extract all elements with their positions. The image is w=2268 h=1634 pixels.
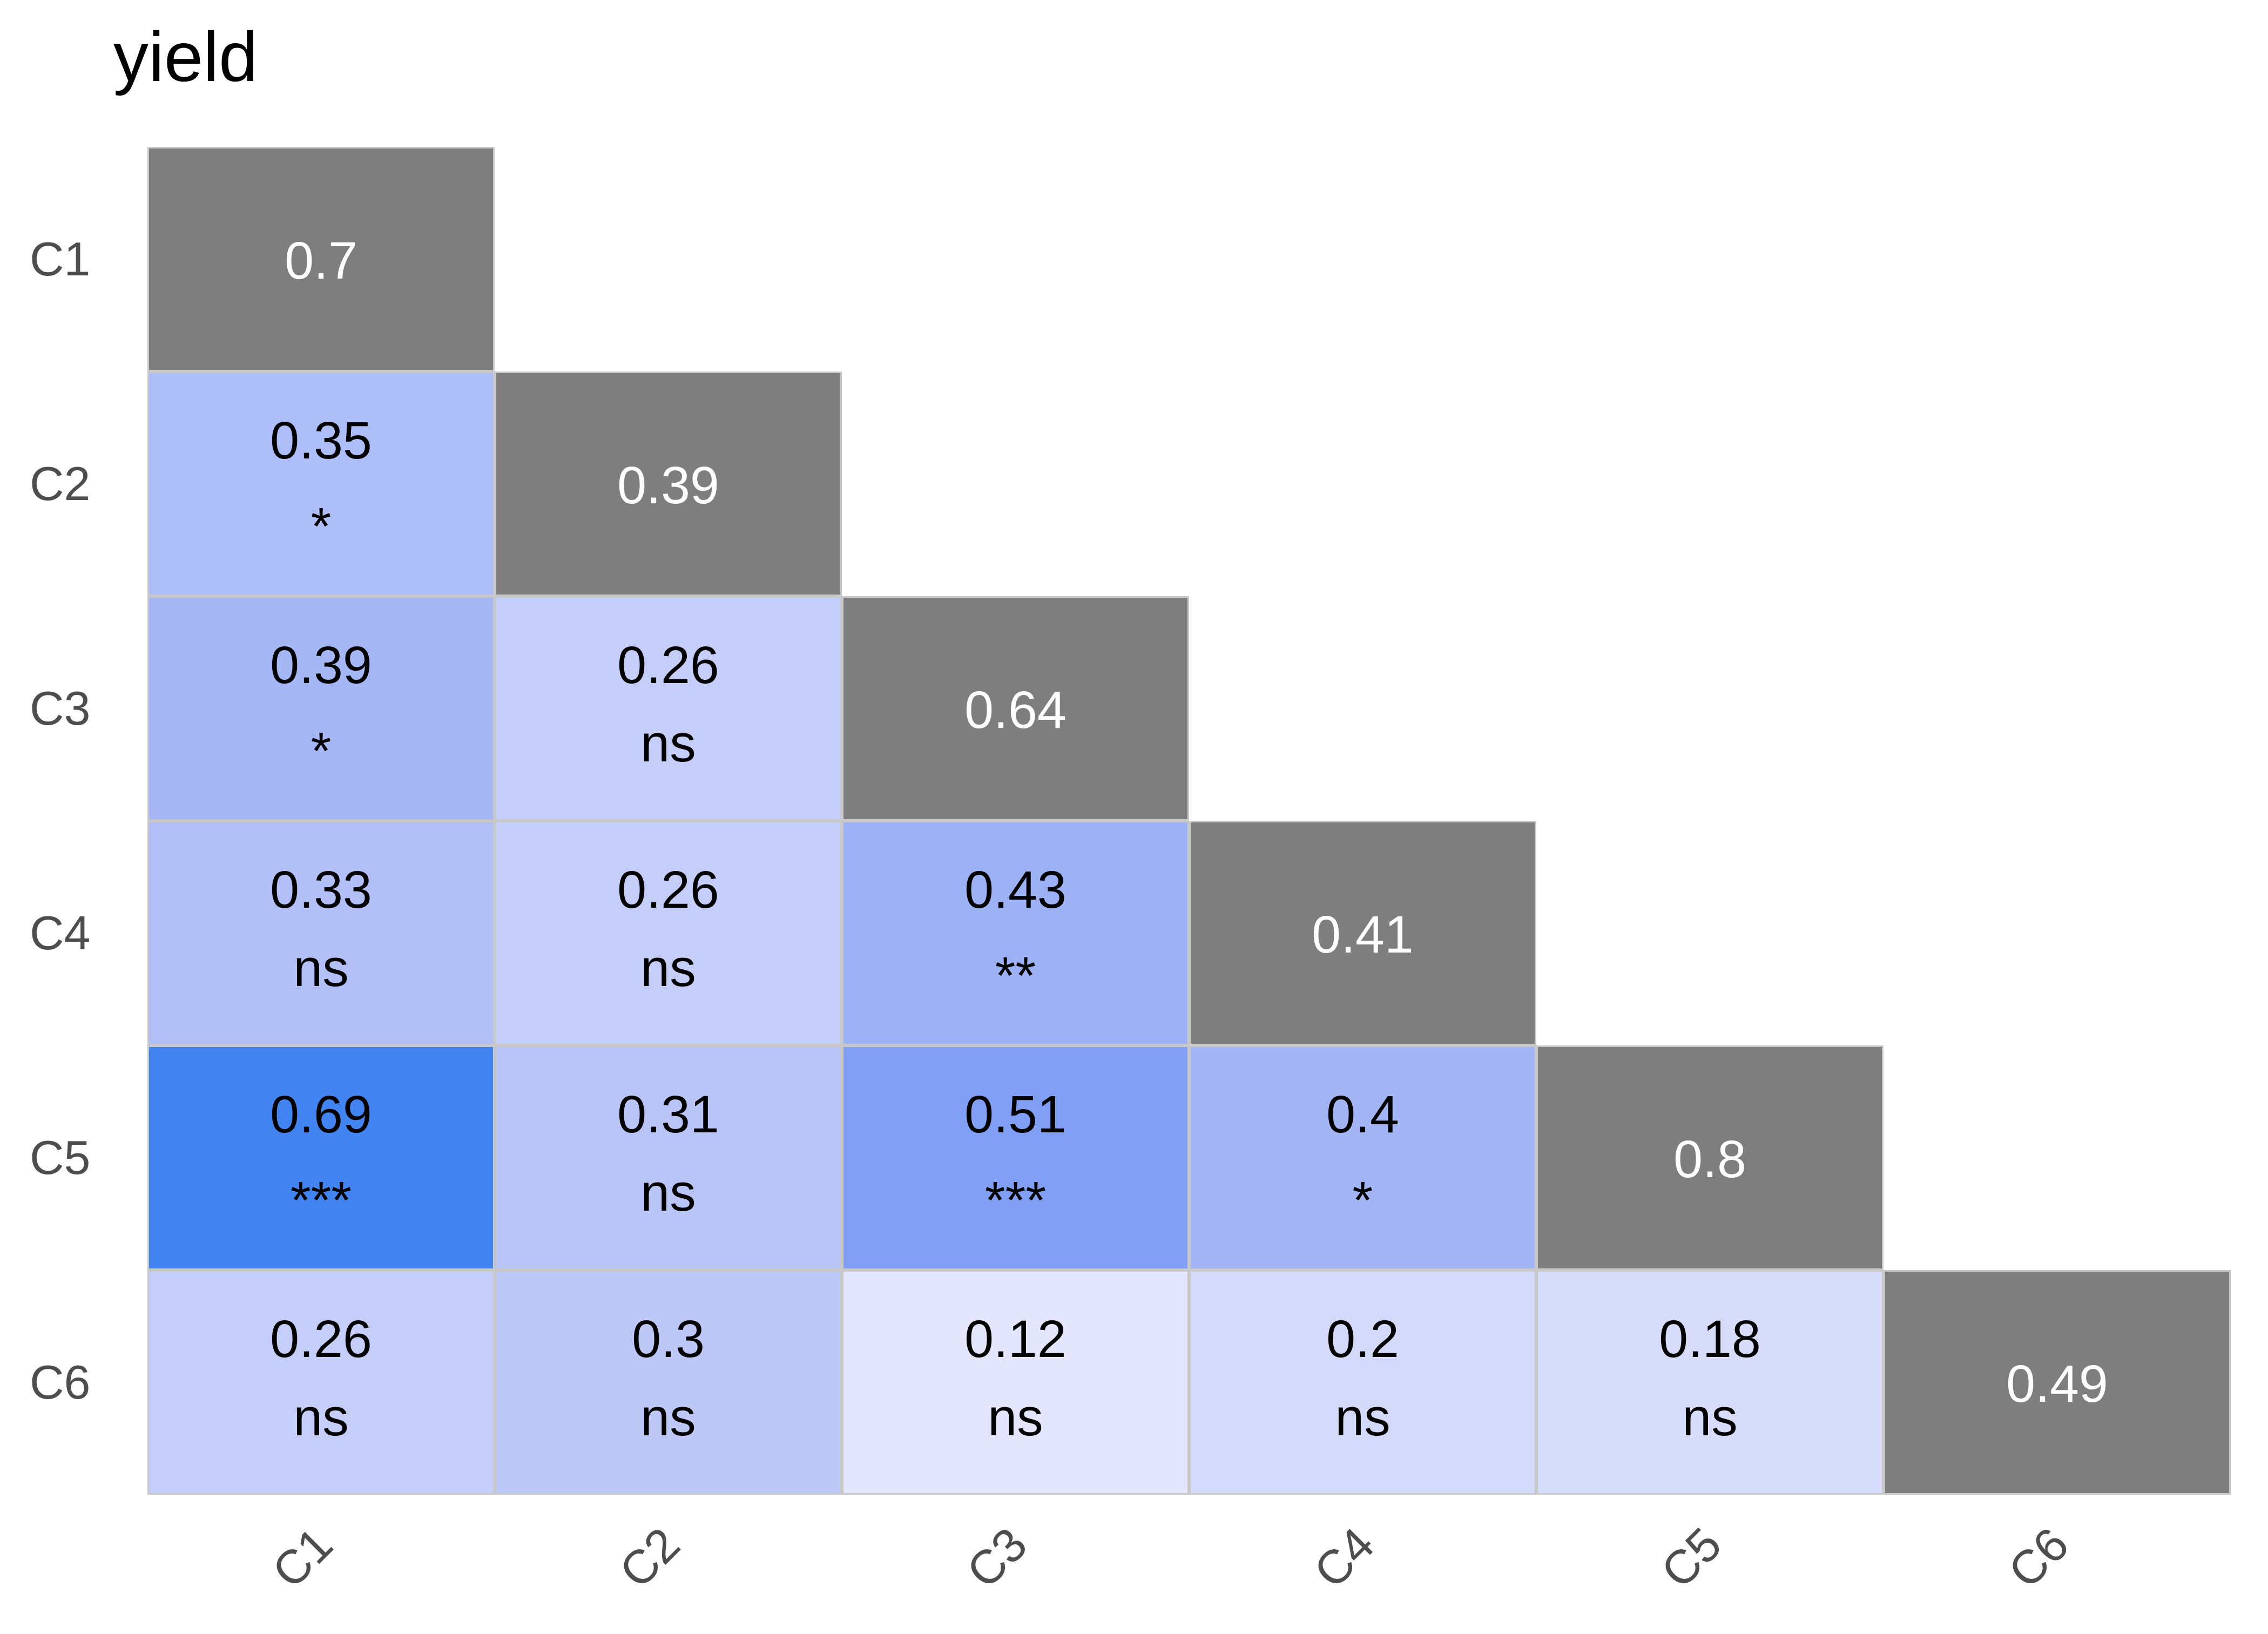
matrix-cell-C2-C1: 0.35 * — [147, 372, 495, 596]
y-axis-label-C4: C4 — [30, 906, 91, 960]
cell-significance-label: ns — [293, 1388, 349, 1447]
matrix-cell-C5-C4: 0.4 * — [1189, 1045, 1536, 1270]
cell-significance-label: * — [310, 721, 332, 780]
cell-correlation-value: 0.69 — [270, 1085, 372, 1144]
matrix-cell-C4-C3: 0.43 ** — [842, 821, 1189, 1045]
y-axis-label-C6: C6 — [30, 1355, 91, 1409]
cell-correlation-value: 0.41 — [1312, 905, 1414, 964]
x-axis-label-C6: C6 — [1997, 1517, 2078, 1598]
cell-significance-label: ns — [640, 714, 696, 773]
cell-correlation-value: 0.2 — [1326, 1309, 1399, 1368]
chart-title: yield — [113, 17, 258, 96]
cell-significance-label: ns — [988, 1388, 1043, 1447]
matrix-cell-C6-C2: 0.3 ns — [495, 1270, 842, 1495]
cell-significance-label: ns — [640, 938, 696, 997]
matrix-cell-C1-C1: 0.7 — [147, 147, 495, 372]
cell-correlation-value: 0.26 — [270, 1309, 372, 1368]
matrix-cell-C3-C1: 0.39 * — [147, 596, 495, 821]
cell-significance-label: *** — [290, 1171, 352, 1230]
matrix-cell-C4-C2: 0.26 ns — [495, 821, 842, 1045]
cell-correlation-value: 0.43 — [964, 860, 1066, 919]
matrix-cell-C6-C5: 0.18 ns — [1536, 1270, 1884, 1495]
matrix-cell-C5-C2: 0.31 ns — [495, 1045, 842, 1270]
matrix-cell-C5-C3: 0.51 *** — [842, 1045, 1189, 1270]
matrix-cell-C5-C1: 0.69 *** — [147, 1045, 495, 1270]
cell-significance-label: * — [1352, 1171, 1373, 1230]
matrix-cell-C2-C2: 0.39 — [495, 372, 842, 596]
cell-correlation-value: 0.8 — [1673, 1130, 1746, 1189]
cell-correlation-value: 0.49 — [2006, 1354, 2108, 1413]
y-axis-label-C5: C5 — [30, 1131, 91, 1184]
x-axis-label-C1: C1 — [261, 1517, 342, 1598]
matrix-cell-C6-C4: 0.2 ns — [1189, 1270, 1536, 1495]
cell-correlation-value: 0.35 — [270, 411, 372, 470]
cell-significance-label: ns — [1682, 1388, 1738, 1447]
y-axis-label-C1: C1 — [30, 232, 91, 286]
matrix-cell-C4-C1: 0.33 ns — [147, 821, 495, 1045]
cell-correlation-value: 0.31 — [617, 1085, 719, 1144]
cell-significance-label: ns — [640, 1388, 696, 1447]
cell-significance-label: * — [310, 497, 332, 556]
cell-correlation-value: 0.26 — [617, 860, 719, 919]
cell-significance-label: ** — [995, 946, 1036, 1005]
cell-significance-label: ns — [1335, 1388, 1390, 1447]
matrix-cell-C6-C1: 0.26 ns — [147, 1270, 495, 1495]
cell-correlation-value: 0.64 — [964, 680, 1066, 739]
matrix-cell-C3-C2: 0.26 ns — [495, 596, 842, 821]
x-axis-label-C4: C4 — [1303, 1517, 1384, 1598]
cell-correlation-value: 0.18 — [1659, 1309, 1761, 1368]
x-axis-label-C5: C5 — [1650, 1517, 1731, 1598]
cell-correlation-value: 0.39 — [617, 456, 719, 515]
y-axis-label-C3: C3 — [30, 681, 91, 735]
cell-significance-label: *** — [984, 1171, 1047, 1230]
cell-correlation-value: 0.39 — [270, 636, 372, 694]
cell-correlation-value: 0.12 — [964, 1309, 1066, 1368]
matrix-cell-C5-C5: 0.8 — [1536, 1045, 1884, 1270]
cell-correlation-value: 0.51 — [964, 1085, 1066, 1144]
cell-correlation-value: 0.26 — [617, 636, 719, 694]
matrix-cell-C6-C3: 0.12 ns — [842, 1270, 1189, 1495]
matrix-cell-C4-C4: 0.41 — [1189, 821, 1536, 1045]
cell-significance-label: ns — [293, 938, 349, 997]
y-axis-label-C2: C2 — [30, 457, 91, 510]
x-axis-label-C2: C2 — [609, 1517, 690, 1598]
x-axis-label-C3: C3 — [956, 1517, 1037, 1598]
matrix-cell-C3-C3: 0.64 — [842, 596, 1189, 821]
matrix-cell-C6-C6: 0.49 — [1884, 1270, 2231, 1495]
cell-correlation-value: 0.7 — [285, 231, 357, 290]
cell-correlation-value: 0.4 — [1326, 1085, 1399, 1144]
cell-significance-label: ns — [640, 1163, 696, 1222]
cell-correlation-value: 0.3 — [632, 1309, 705, 1368]
cell-correlation-value: 0.33 — [270, 860, 372, 919]
